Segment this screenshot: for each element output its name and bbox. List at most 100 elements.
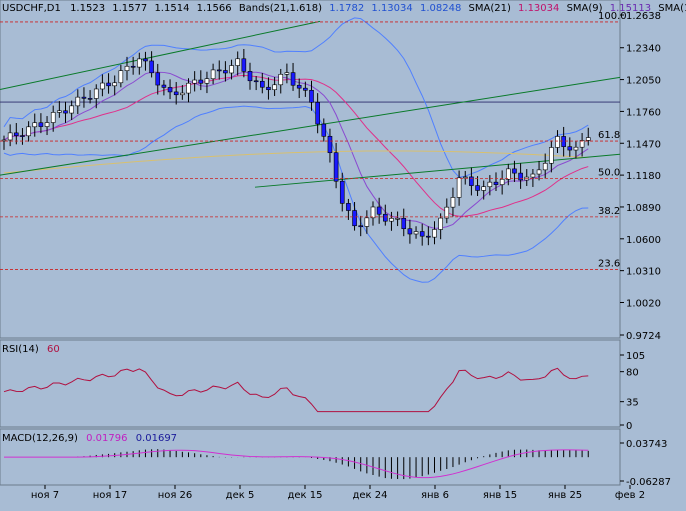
rsi-value: 60 <box>47 344 60 355</box>
fib-level-label: 100.0 <box>598 11 627 22</box>
rsi-tick-label: 80 <box>626 368 639 379</box>
sma9-line <box>3 71 589 229</box>
price-tick-label: 1.1760 <box>626 107 661 118</box>
candle-body <box>204 78 210 84</box>
candle-body <box>456 177 462 198</box>
candle-body <box>241 58 247 72</box>
candle-body <box>549 147 554 164</box>
candle-body <box>389 218 394 222</box>
candle-body <box>1 139 7 142</box>
candle-body <box>186 82 191 94</box>
candle-body <box>106 82 111 87</box>
candle-body <box>413 231 419 235</box>
candle-body <box>499 178 505 185</box>
sma9-value: 1.15113 <box>610 3 651 14</box>
price-scale: 1.2638 1.2340 1.2050 1.1760 1.1470 1.1180 1.08… <box>620 11 661 342</box>
sma21-value: 1.13034 <box>518 3 559 14</box>
bollinger-lower-line <box>3 105 589 283</box>
candle-body <box>339 180 345 204</box>
rsi-indicator: 105 80 35 0 <box>3 351 645 432</box>
time-tick-label: ноя 17 <box>93 490 128 501</box>
candle-body <box>475 185 480 191</box>
open-value: 1.1523 <box>70 3 105 14</box>
price-tick-label: 1.2638 <box>626 11 661 22</box>
candle-body <box>118 70 124 84</box>
candle-body <box>173 91 179 96</box>
candle-body <box>14 132 19 136</box>
macd-tick-label: -0.06287 <box>626 477 671 488</box>
rsi-tick-label: 105 <box>626 351 645 362</box>
candle-body <box>469 176 474 186</box>
candle-body <box>247 71 253 82</box>
macd-tick-label: 0.03743 <box>626 439 667 450</box>
price-tick-label: 1.1180 <box>626 171 661 182</box>
candle-body <box>253 80 259 83</box>
candle-body <box>216 69 222 72</box>
candle-body <box>32 122 38 128</box>
bands-middle-value: 1.13034 <box>371 3 412 14</box>
candle-body <box>266 86 271 91</box>
candle-body <box>493 181 499 185</box>
candle-body <box>303 87 308 91</box>
candle-body <box>26 126 31 137</box>
time-tick-label: ноя 26 <box>158 490 193 501</box>
candle-body <box>38 122 44 127</box>
time-tick-label: дек 5 <box>226 490 255 501</box>
macd-value-main: 0.01796 <box>86 433 127 444</box>
price-tick-label: 1.0020 <box>626 298 661 309</box>
candle-body <box>518 172 523 181</box>
candle-body <box>573 146 579 151</box>
candle-body <box>63 110 68 114</box>
candle-body <box>161 84 167 88</box>
time-axis: ноя 7 ноя 17 ноя 26 дек 5 дек 15 дек 24 янв 6 я… <box>31 485 645 501</box>
candle-body <box>149 60 154 74</box>
fib-level-label: 38.2 <box>598 206 620 217</box>
candle-body <box>450 197 456 208</box>
candle-body <box>352 210 357 227</box>
candle-body <box>81 96 87 99</box>
candle-body <box>370 206 376 219</box>
rsi-tick-label: 0 <box>626 421 632 432</box>
candle-body <box>198 79 204 84</box>
candle-body <box>567 146 573 151</box>
symbol-label: USDCHF,D1 <box>2 3 61 14</box>
time-tick-label: янв 15 <box>483 490 517 501</box>
candle-body <box>124 65 130 71</box>
bollinger-upper-line <box>3 17 589 178</box>
candle-body <box>284 72 290 75</box>
rsi-panel[interactable] <box>0 339 621 428</box>
close-value: 1.1566 <box>197 3 232 14</box>
candle-body <box>272 84 277 91</box>
low-value: 1.1514 <box>154 3 189 14</box>
candle-body <box>229 65 234 74</box>
macd-value-signal: 0.01697 <box>136 433 177 444</box>
indicator-overlays <box>0 17 621 283</box>
sma100-line <box>3 150 589 174</box>
candle-body <box>223 70 228 74</box>
price-tick-label: 1.2340 <box>626 44 661 55</box>
candle-body <box>112 82 117 87</box>
price-tick-label: 1.2050 <box>626 76 661 87</box>
candle-body <box>44 122 50 127</box>
channel-line-lower <box>254 153 621 188</box>
bands-label: Bands(21,1.618) <box>239 3 322 14</box>
time-tick-label: янв 6 <box>421 490 449 501</box>
candle-body <box>444 206 450 219</box>
candle-body <box>561 136 566 147</box>
svg-text:USDCHF,D1 1.1523 1: USDCHF,D1 1.1523 1.1577 1.1514 1.1566 Ba… <box>2 3 686 14</box>
time-tick-label: ноя 7 <box>31 490 59 501</box>
candle-body <box>395 218 400 220</box>
candle-body <box>419 231 425 237</box>
candle-body <box>93 88 99 99</box>
candle-body <box>309 89 314 103</box>
candle-body <box>69 105 74 114</box>
candle-body <box>137 58 142 68</box>
candle-body <box>438 217 443 230</box>
fib-level-label: 23.6 <box>598 259 620 270</box>
channel-line-upper <box>0 20 321 90</box>
candle-body <box>210 69 216 80</box>
candle-body <box>542 162 548 171</box>
candle-body <box>50 112 56 123</box>
candle-body <box>20 135 25 137</box>
